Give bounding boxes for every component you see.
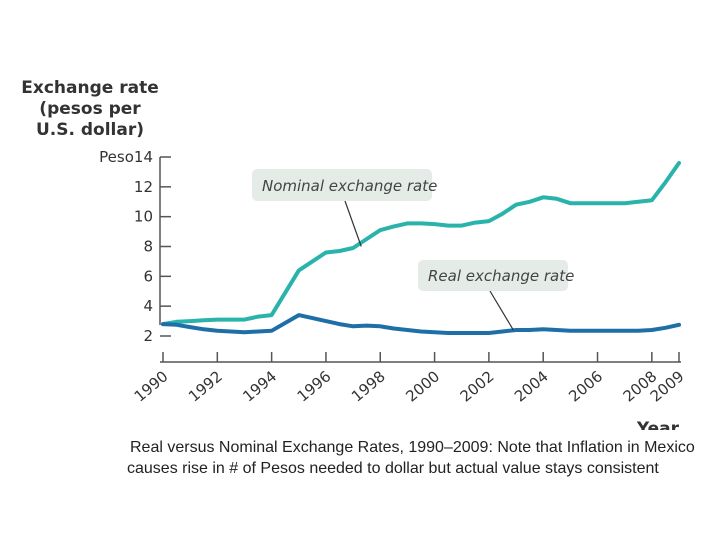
y-axis-title-line-2: (pesos per [39,99,141,119]
y-tick-label-8: 8 [143,238,153,256]
annotation-box-nominal-exchange-rate [252,169,432,201]
y-ticks: 2 4 6 8 10 12 Peso14 [99,148,171,345]
annotation-box-real-exchange-rate [418,260,568,291]
y-tick-label-2: 2 [143,327,153,345]
figure-caption: Real versus Nominal Exchange Rates, 1990… [127,439,695,477]
annotation-leader-nominal-exchange-rate [344,200,362,247]
y-tick-label-6: 6 [143,267,153,285]
annotation-leader-real-exchange-rate [489,290,514,331]
y-tick-label-14: Peso14 [99,148,153,166]
y-axis-title-line-3: U.S. dollar) [36,120,144,140]
series-line-real-exchange-rate [161,313,681,335]
x-axis-title: Year [636,419,680,430]
x-tick-label-2004: 2004 [511,367,552,405]
x-tick-label-1990: 1990 [131,367,172,405]
y-axis-title: Exchange rate (pesos per U.S. dollar) [21,78,158,140]
series-lines [161,161,681,335]
x-tick-label-1992: 1992 [185,367,226,405]
y-tick-label-10: 10 [134,208,153,226]
exchange-rate-chart: Exchange rate (pesos per U.S. dollar) 2 4… [21,78,688,430]
x-ticks: 1990 1992 1994 1996 1998 2000 2002 2004 2006 2008… [131,352,688,406]
x-tick-label-1996: 1996 [294,367,335,405]
x-tick-label-2002: 2002 [457,367,498,405]
series-line-nominal-exchange-rate [161,161,681,327]
y-axis-title-line-1: Exchange rate [21,78,158,98]
annotations: Nominal exchange rate Real exchange rate [252,169,574,331]
y-tick-label-12: 12 [134,178,153,196]
x-tick-label-2006: 2006 [565,367,606,405]
x-tick-label-1994: 1994 [239,367,280,405]
annotation-label-real-exchange-rate: Real exchange rate [428,267,574,285]
annotation-label-nominal-exchange-rate: Nominal exchange rate [262,177,437,195]
y-tick-label-4: 4 [143,297,153,315]
x-tick-label-2000: 2000 [402,367,443,405]
x-tick-label-1998: 1998 [348,367,389,405]
